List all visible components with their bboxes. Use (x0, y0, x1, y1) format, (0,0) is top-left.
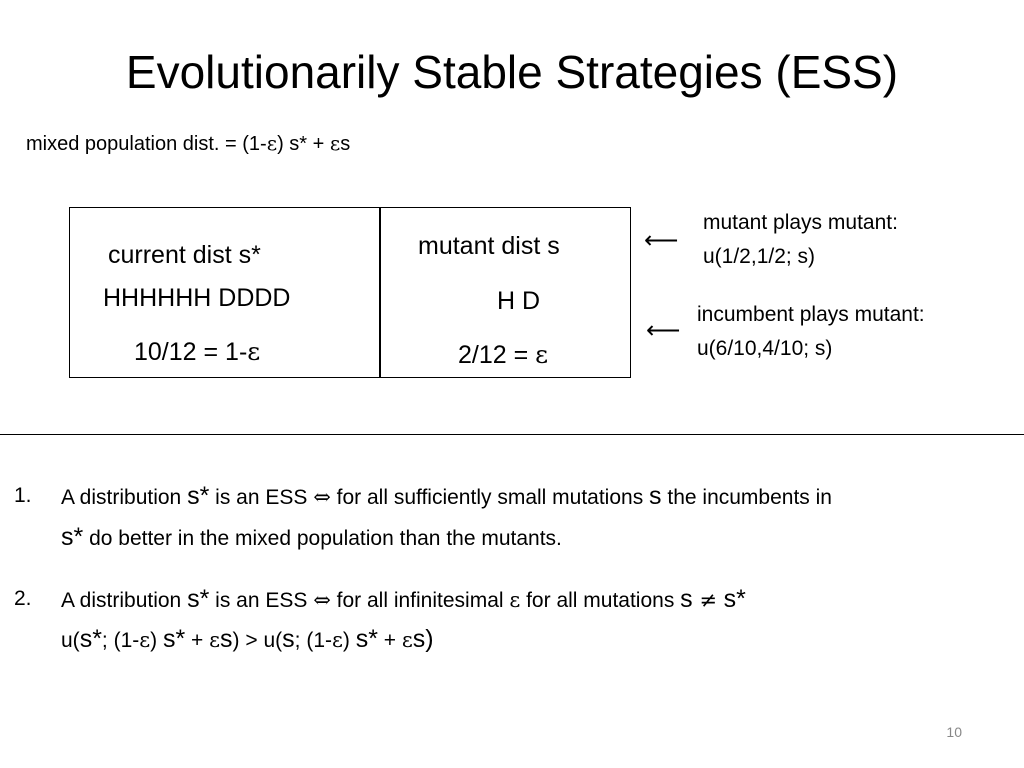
epsilon-symbol: ε (401, 628, 413, 652)
s-star-symbol: s* (187, 482, 210, 510)
s-symbol: s (282, 625, 295, 653)
text-run: + (185, 629, 210, 652)
list-number-1: 1. (14, 484, 32, 507)
incumbent-annotation-line2: u(6/10,4/10; s) (697, 337, 833, 360)
left-arrow-icon: ⟵ (646, 316, 681, 344)
text-run: is an ESS (209, 486, 314, 509)
list-item-1-line1: A distribution s* is an ESS ⇔ for all su… (61, 476, 832, 518)
epsilon-symbol: ε (139, 628, 151, 652)
text-run: ) > u( (232, 629, 283, 652)
epsilon-symbol: ε (329, 131, 341, 155)
text-run: u( (61, 629, 80, 652)
text-run: ; (1- (101, 629, 140, 652)
table-divider (379, 208, 381, 377)
formula-suffix: s (340, 133, 351, 155)
s-symbol: s (649, 482, 662, 510)
text-run: ; (1- (294, 629, 332, 652)
epsilon-symbol: ε (535, 340, 549, 369)
s-star-symbol: s* (355, 625, 378, 653)
formula-mid: ) s* + (277, 133, 330, 155)
mutant-dist-sequence: H D (497, 287, 541, 315)
iff-symbol: ⇔ (313, 485, 331, 509)
iff-symbol: ⇔ (313, 588, 331, 612)
current-dist-fraction: 10/12 = 1-ε (134, 336, 260, 368)
epsilon-symbol: ε (247, 337, 261, 366)
s-star-symbol: s* (723, 585, 746, 613)
formula-prefix: mixed population dist. = (1- (26, 133, 267, 155)
fraction-prefix: 2/12 = (458, 341, 536, 369)
epsilon-symbol: ε (332, 628, 343, 652)
text-run: A distribution (61, 589, 188, 612)
s-symbol: s (220, 625, 233, 653)
text-run: ) (342, 629, 356, 652)
text-run: do better in the mixed population than t… (83, 527, 562, 550)
mutant-annotation-line2: u(1/2,1/2; s) (703, 245, 816, 268)
text-run: is an ESS (209, 589, 314, 612)
distribution-table: current dist s* HHHHHH DDDD 10/12 = 1-ε … (69, 207, 631, 378)
text-run: for all mutations (520, 589, 681, 612)
fraction-prefix: 10/12 = 1- (134, 338, 248, 366)
current-dist-sequence: HHHHHH DDDD (103, 284, 291, 312)
list-item-2-line1: A distribution s* is an ESS ⇔ for all in… (61, 579, 746, 621)
mutant-annotation-line1: mutant plays mutant: (703, 211, 898, 234)
text-run: for all infinitesimal (330, 589, 510, 612)
text-run: ) (425, 625, 434, 653)
current-dist-heading: current dist s* (108, 241, 261, 269)
epsilon-symbol: ε (209, 628, 221, 652)
mixed-population-formula: mixed population dist. = (1-ε) s* + εs (26, 130, 350, 157)
not-equal-symbol: ≠ (692, 588, 724, 612)
mutant-dist-heading: mutant dist s (418, 232, 560, 260)
s-star-symbol: s* (187, 585, 210, 613)
section-divider (0, 434, 1024, 435)
text-run: A distribution (61, 486, 188, 509)
epsilon-symbol: ε (509, 588, 521, 612)
text-run: ) (150, 629, 163, 652)
text-run: + (377, 629, 402, 652)
text-run: the incumbents in (661, 486, 832, 509)
s-star-symbol: s* (79, 625, 102, 653)
s-star-symbol: s* (162, 625, 186, 653)
s-star-symbol: s* (61, 523, 84, 551)
list-number-2: 2. (14, 587, 32, 610)
left-arrow-icon: ⟵ (644, 226, 679, 254)
list-item-1-line2: s* do better in the mixed population tha… (61, 517, 562, 559)
s-symbol: s (680, 585, 693, 613)
mutant-dist-fraction: 2/12 = ε (458, 339, 548, 371)
ess-inequality: u(s*; (1-ε) s* + εs) > u(s; (1-ε) s* + ε… (61, 619, 434, 661)
incumbent-annotation-line1: incumbent plays mutant: (697, 303, 925, 326)
s-symbol: s (412, 625, 426, 653)
page-number: 10 (946, 724, 962, 740)
epsilon-symbol: ε (266, 131, 278, 155)
text-run: for all sufficiently small mutations (330, 486, 650, 509)
slide-title: Evolutionarily Stable Strategies (ESS) (125, 46, 899, 98)
